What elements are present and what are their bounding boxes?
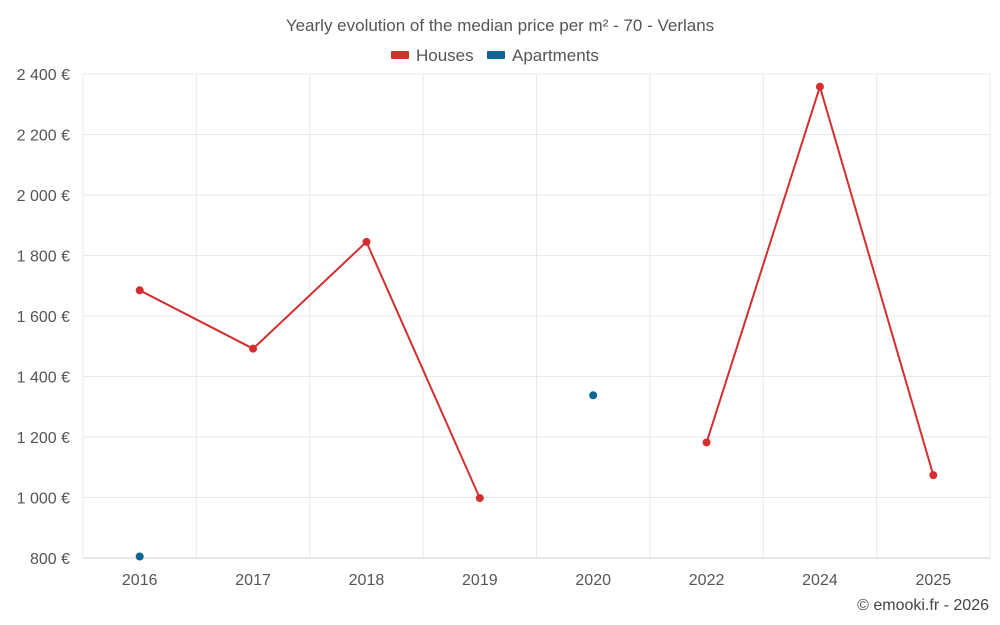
credit-text: © emooki.fr - 2026 [857, 597, 989, 614]
legend-swatch-apartments [487, 51, 505, 59]
chart-title: Yearly evolution of the median price per… [286, 16, 714, 35]
y-tick-label: 800 € [30, 551, 70, 568]
x-tick-label: 2025 [916, 572, 952, 589]
y-tick-label: 1 000 € [17, 491, 70, 508]
data-point-apartments-2016[interactable] [135, 552, 144, 561]
y-tick-label: 2 000 € [17, 188, 70, 205]
x-tick-label: 2016 [122, 572, 158, 589]
data-point-houses-2022[interactable] [702, 438, 711, 447]
data-point-houses-2017[interactable] [249, 344, 258, 353]
legend-label-houses: Houses [416, 46, 474, 65]
x-tick-label: 2018 [349, 572, 385, 589]
y-tick-label: 1 800 € [17, 249, 70, 266]
data-point-apartments-2020[interactable] [589, 391, 598, 400]
legend-item-houses[interactable]: Houses [391, 46, 474, 65]
series-apartments [135, 391, 598, 561]
data-point-houses-2025[interactable] [929, 471, 938, 480]
x-tick-label: 2019 [462, 572, 498, 589]
grid [82, 73, 991, 558]
legend-swatch-houses [391, 51, 409, 59]
series-line-houses [139, 240, 481, 499]
legend-item-apartments[interactable]: Apartments [487, 46, 599, 65]
x-tick-label: 2022 [689, 572, 725, 589]
data-point-houses-2019[interactable] [475, 494, 484, 503]
legend: Houses Apartments [391, 46, 599, 65]
y-tick-label: 1 200 € [17, 430, 70, 447]
y-tick-label: 2 400 € [17, 67, 70, 84]
data-point-houses-2018[interactable] [362, 237, 371, 246]
data-point-houses-2016[interactable] [135, 286, 144, 295]
data-point-houses-2024[interactable] [815, 82, 824, 91]
y-tick-label: 2 200 € [17, 128, 70, 145]
axes: 800 € 1 000 € 1 200 € 1 400 € 1 600 € 1 800 €… [17, 67, 990, 589]
series [135, 82, 938, 561]
x-tick-label: 2017 [235, 572, 271, 589]
series-houses [135, 82, 938, 503]
series-line-houses [705, 85, 935, 476]
x-tick-label: 2024 [802, 572, 838, 589]
y-tick-label: 1 600 € [17, 309, 70, 326]
legend-label-apartments: Apartments [512, 46, 599, 65]
x-tick-label: 2020 [575, 572, 611, 589]
y-tick-label: 1 400 € [17, 370, 70, 387]
